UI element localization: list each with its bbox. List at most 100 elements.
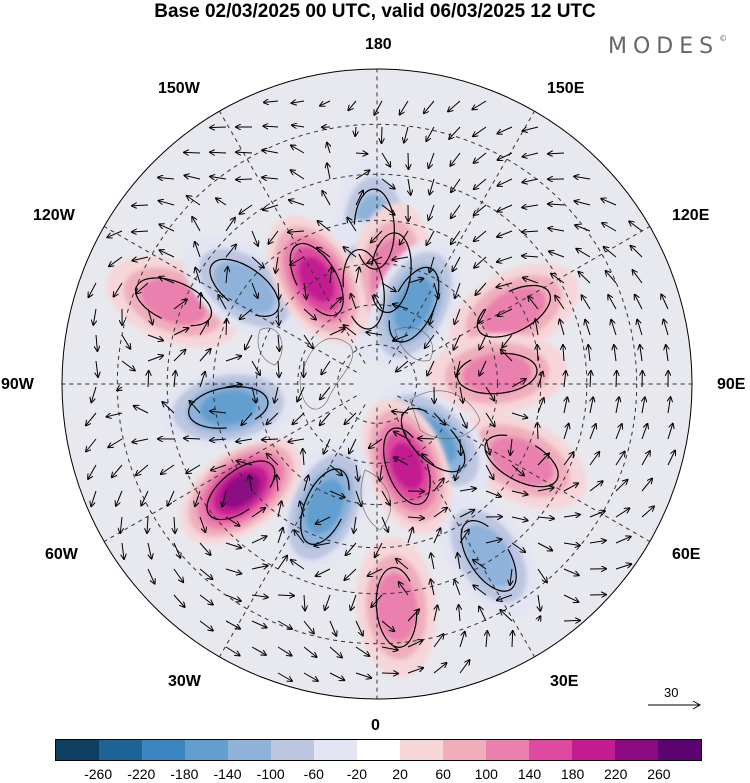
wind-vector xyxy=(346,542,357,555)
wind-vector xyxy=(351,294,357,310)
wind-vector xyxy=(330,267,332,284)
wind-vector xyxy=(563,483,578,492)
wind-vector xyxy=(184,152,201,153)
wind-vector xyxy=(661,295,669,310)
wind-vector xyxy=(424,100,435,113)
wind-vector xyxy=(426,230,435,245)
wind-vector xyxy=(590,397,593,414)
wind-vector xyxy=(407,279,423,284)
wind-vector xyxy=(199,516,205,532)
wind-vector xyxy=(523,152,539,157)
wind-vector xyxy=(122,542,124,559)
wind-vector xyxy=(187,196,201,206)
wind-vector xyxy=(225,384,242,387)
modes-logo: MODES© xyxy=(608,34,727,59)
wind-vector xyxy=(141,490,149,506)
wind-vector xyxy=(380,464,382,481)
wind-vector xyxy=(289,200,305,206)
streamline xyxy=(484,434,559,488)
streamline xyxy=(388,266,440,343)
wind-vector xyxy=(549,251,565,258)
wind-vector xyxy=(500,610,513,622)
colorbar-segment xyxy=(56,740,99,760)
wind-vector xyxy=(108,438,123,447)
wind-vector xyxy=(278,334,279,351)
wind-vector xyxy=(522,179,539,182)
wind-vector xyxy=(589,452,599,466)
wind-vector xyxy=(576,249,591,258)
wind-vector xyxy=(267,412,279,424)
wind-vector xyxy=(433,478,444,492)
wind-vector xyxy=(303,672,318,681)
latitude-circle xyxy=(297,304,457,464)
wind-vector xyxy=(369,438,383,448)
wind-vector xyxy=(147,356,163,362)
wind-vector xyxy=(225,620,240,629)
lon-label-180: 180 xyxy=(365,36,392,53)
wind-vector xyxy=(473,126,487,136)
wind-vector xyxy=(173,350,185,362)
wind-vector xyxy=(107,230,123,237)
wind-vector xyxy=(237,461,253,466)
wind-vector xyxy=(327,163,330,180)
streamline xyxy=(209,258,280,317)
wind-vector xyxy=(479,360,487,376)
wind-vector xyxy=(249,475,252,492)
wind-vector xyxy=(348,100,357,110)
wind-vector xyxy=(485,412,495,426)
wind-vector xyxy=(136,464,149,475)
wind-vector xyxy=(158,178,175,180)
map-disc xyxy=(62,69,692,699)
wind-vector xyxy=(501,350,513,362)
wind-vector xyxy=(450,152,461,166)
wind-vector xyxy=(210,152,227,153)
wind-vector xyxy=(277,556,287,570)
wind-vector xyxy=(394,457,409,466)
colorbar-segment xyxy=(400,740,443,760)
wind-vector xyxy=(316,568,331,576)
wind-vector xyxy=(589,511,605,518)
map-title: Base 02/03/2025 00 UTC, valid 06/03/2025… xyxy=(154,1,596,22)
wind-vector xyxy=(563,543,580,546)
wind-vector xyxy=(585,320,591,336)
wind-vector xyxy=(473,560,487,570)
colorbar-segment xyxy=(99,740,142,760)
wind-vector xyxy=(251,566,268,569)
wind-vector xyxy=(575,225,591,232)
wind-vector xyxy=(375,542,383,557)
wind-vector xyxy=(459,605,460,622)
wind-vector xyxy=(274,386,279,403)
wind-vector xyxy=(251,386,256,403)
wind-vector xyxy=(168,490,175,506)
wind-vector xyxy=(303,476,308,492)
colorbar-segment xyxy=(314,740,357,760)
brand-name: MODES xyxy=(608,34,720,59)
wind-vector xyxy=(460,386,463,403)
wind-vector xyxy=(393,304,409,310)
wind-vector xyxy=(329,490,345,497)
wind-vector xyxy=(277,672,292,681)
wind-vector xyxy=(292,101,305,103)
wind-vector xyxy=(667,451,675,466)
wind-vector xyxy=(356,267,359,284)
wind-vector xyxy=(199,542,211,555)
wind-vector xyxy=(392,411,409,413)
wind-vector xyxy=(225,568,241,574)
streamline xyxy=(289,242,344,317)
wind-vector xyxy=(407,528,413,544)
wind-vector xyxy=(563,452,574,466)
colorbar-segment xyxy=(357,740,400,760)
wind-vector xyxy=(262,150,279,153)
wind-vector xyxy=(537,568,547,582)
wind-vector xyxy=(86,438,97,452)
wind-vector xyxy=(563,424,569,440)
wind-vector xyxy=(551,274,565,284)
wind-vector xyxy=(668,397,671,414)
wind-vector xyxy=(222,490,227,507)
wind-vector xyxy=(199,568,212,579)
wind-vector xyxy=(251,282,258,298)
wind-vector xyxy=(290,256,305,265)
wind-vector xyxy=(548,204,565,205)
wind-vector xyxy=(184,175,201,180)
wind-vector xyxy=(430,256,435,272)
